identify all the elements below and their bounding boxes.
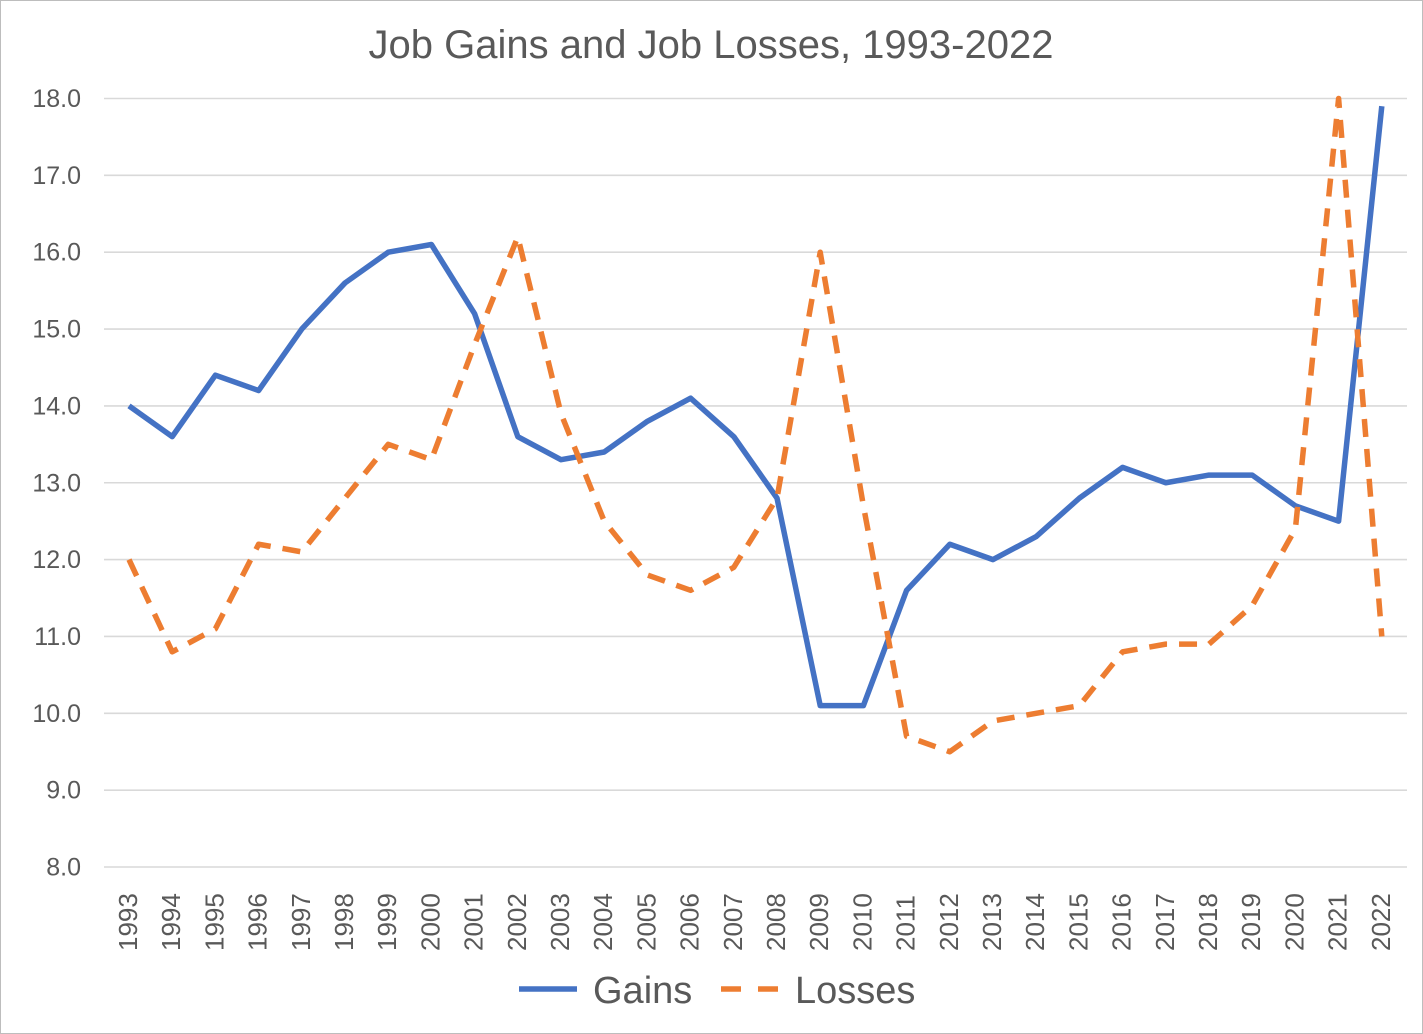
x-axis-labels: 1993 1994 1995 1996 1997 1998 1999 2000 2001 2002… xyxy=(113,893,1396,951)
x-tick-label: 2013 xyxy=(977,893,1007,951)
y-tick-label: 15.0 xyxy=(32,316,81,344)
y-tick-label: 12.0 xyxy=(32,546,81,574)
losses-line xyxy=(126,95,1385,755)
x-tick-label: 2015 xyxy=(1063,893,1093,951)
series-lines xyxy=(126,95,1385,755)
x-tick-label: 2001 xyxy=(459,893,489,951)
x-tick-label: 1997 xyxy=(286,893,316,951)
x-tick-label: 2003 xyxy=(545,893,575,951)
x-tick-label: 2012 xyxy=(934,893,964,951)
x-tick-label: 2018 xyxy=(1193,893,1223,951)
x-tick-label: 2007 xyxy=(718,893,748,951)
x-tick-label: 2004 xyxy=(588,893,618,951)
legend: Gains Losses xyxy=(519,970,915,1012)
x-tick-label: 2019 xyxy=(1236,893,1266,951)
y-tick-label: 16.0 xyxy=(32,239,81,267)
x-tick-label: 1995 xyxy=(199,893,229,951)
y-tick-label: 11.0 xyxy=(34,623,81,651)
x-tick-label: 2009 xyxy=(804,893,834,951)
x-tick-label: 2005 xyxy=(631,893,661,951)
y-tick-label: 14.0 xyxy=(32,392,81,420)
gridlines xyxy=(104,97,1407,868)
x-tick-label: 2000 xyxy=(415,893,445,951)
x-tick-label: 2020 xyxy=(1279,893,1309,951)
x-tick-label: 2021 xyxy=(1323,893,1353,951)
x-tick-label: 2014 xyxy=(1020,893,1050,951)
x-tick-label: 1998 xyxy=(329,893,359,951)
x-tick-label: 2008 xyxy=(761,893,791,951)
x-tick-label: 2022 xyxy=(1366,893,1396,951)
x-tick-label: 2016 xyxy=(1107,893,1137,951)
y-tick-label: 9.0 xyxy=(46,777,81,805)
x-tick-label: 2011 xyxy=(891,895,921,951)
legend-gains-label: Gains xyxy=(593,970,692,1012)
y-tick-label: 10.0 xyxy=(32,700,81,728)
y-tick-label: 8.0 xyxy=(46,854,81,882)
x-tick-label: 2010 xyxy=(847,893,877,951)
x-tick-label: 1996 xyxy=(243,893,273,951)
x-tick-label: 1999 xyxy=(372,893,402,951)
gains-line xyxy=(127,105,1385,709)
legend-losses-label: Losses xyxy=(795,970,915,1012)
x-tick-label: 1994 xyxy=(156,893,186,951)
x-tick-label: 2017 xyxy=(1150,893,1180,951)
y-tick-label: 18.0 xyxy=(32,85,81,113)
y-tick-label: 17.0 xyxy=(32,162,81,190)
y-tick-label: 13.0 xyxy=(32,469,81,497)
x-tick-label: 1993 xyxy=(113,893,143,951)
chart-title: Job Gains and Job Losses, 1993-2022 xyxy=(369,23,1054,67)
x-tick-label: 2002 xyxy=(502,893,532,951)
y-axis-labels: 18.0 17.0 16.0 15.0 14.0 13.0 12.0 11.0 10.0 9.0 8… xyxy=(32,85,81,882)
x-tick-label: 2006 xyxy=(675,893,705,951)
